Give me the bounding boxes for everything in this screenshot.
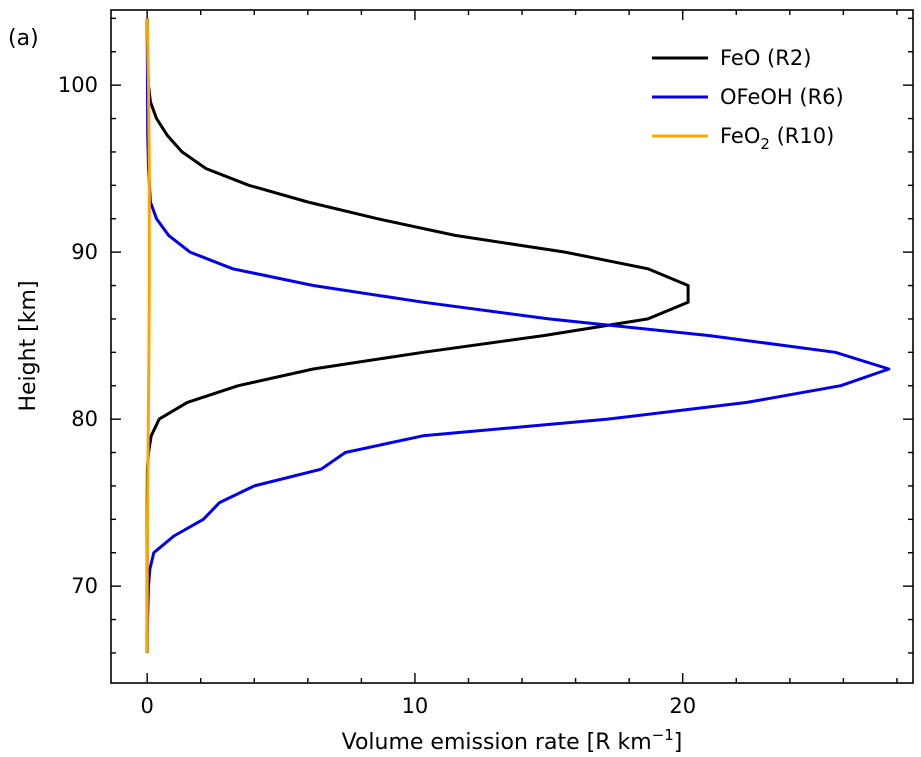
panel-label: (a) [8,26,39,51]
y-tick-label: 90 [71,240,98,264]
minor-ticks [111,10,913,683]
y-tick-label: 70 [71,574,98,598]
legend-label: OFeOH (R6) [720,85,844,109]
legend-label: FeO2 (R10) [720,124,834,153]
x-tick-label: 0 [140,694,153,718]
series-line [145,18,690,653]
x-tick-label: 20 [669,694,696,718]
major-ticks [111,10,913,683]
series-lines [145,18,891,653]
series-line [145,18,891,653]
y-tick-label: 100 [58,73,98,97]
series-line [145,18,151,653]
tick-labels: 0 10 20 70 80 90 100 [58,73,696,718]
y-axis-label: Height [km] [16,280,41,411]
x-axis-label: Volume emission rate [R km−1] [342,726,683,755]
y-tick-label: 80 [71,407,98,431]
legend-label: FeO (R2) [720,46,811,70]
legend: FeO (R2) OFeOH (R6) FeO2 (R10) [652,46,844,153]
plot-frame [110,9,914,684]
x-tick-label: 10 [402,694,429,718]
